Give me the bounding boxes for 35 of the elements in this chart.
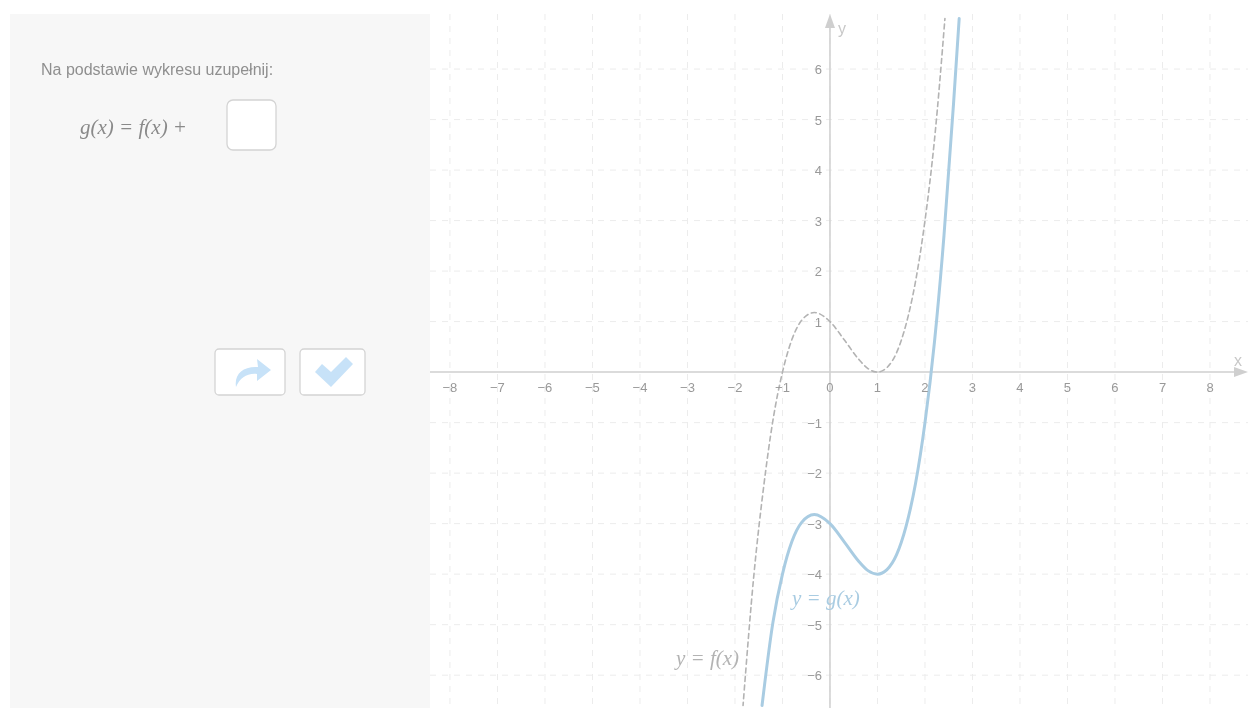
y-tick-label: 5 bbox=[814, 112, 822, 128]
text: Na podstawie wykresu uzupełnij: bbox=[41, 61, 274, 78]
y-tick-label: 4 bbox=[814, 163, 822, 179]
x-tick-label: 3 bbox=[968, 380, 977, 396]
line-series bbox=[742, 17, 946, 707]
x-tick-label: −5 bbox=[585, 380, 600, 396]
x-tick-label: −2 bbox=[727, 380, 743, 396]
line-series bbox=[760, 17, 961, 707]
x-tick-label: 1 bbox=[873, 380, 882, 396]
series-label: y = g(x) bbox=[790, 586, 860, 611]
y-tick-label: 1 bbox=[814, 314, 822, 330]
y-tick-label: 3 bbox=[814, 213, 822, 229]
text: g(x) = f(x) + bbox=[80, 115, 188, 139]
y-tick-label: 2 bbox=[814, 264, 822, 280]
x-tick-label: 6 bbox=[1111, 380, 1119, 396]
y-tick-label: −1 bbox=[807, 415, 822, 431]
x-tick-label: −4 bbox=[632, 380, 648, 396]
x-tick-label: −1 bbox=[775, 380, 790, 396]
y-tick-label: −5 bbox=[807, 617, 822, 633]
x-tick-label: 4 bbox=[1016, 380, 1024, 396]
x-tick-label: 0 bbox=[826, 380, 834, 396]
y-tick-label: −6 bbox=[807, 668, 822, 684]
x-tick-label: 8 bbox=[1206, 380, 1214, 396]
x-tick-label: −3 bbox=[680, 380, 695, 396]
y-tick-label: 6 bbox=[814, 62, 822, 78]
y-tick-label: −2 bbox=[807, 466, 822, 482]
y-tick-label: −3 bbox=[807, 516, 822, 532]
x-tick-label: −8 bbox=[442, 380, 458, 396]
y-tick-label: −4 bbox=[807, 567, 822, 583]
x-tick-label: 7 bbox=[1158, 380, 1167, 396]
series-label: y = f(x) bbox=[673, 646, 740, 671]
x-tick-label: 5 bbox=[1063, 380, 1072, 396]
x-tick-label: −7 bbox=[490, 380, 505, 396]
x-tick-label: −6 bbox=[537, 380, 553, 396]
x-tick-label: 2 bbox=[921, 380, 929, 396]
